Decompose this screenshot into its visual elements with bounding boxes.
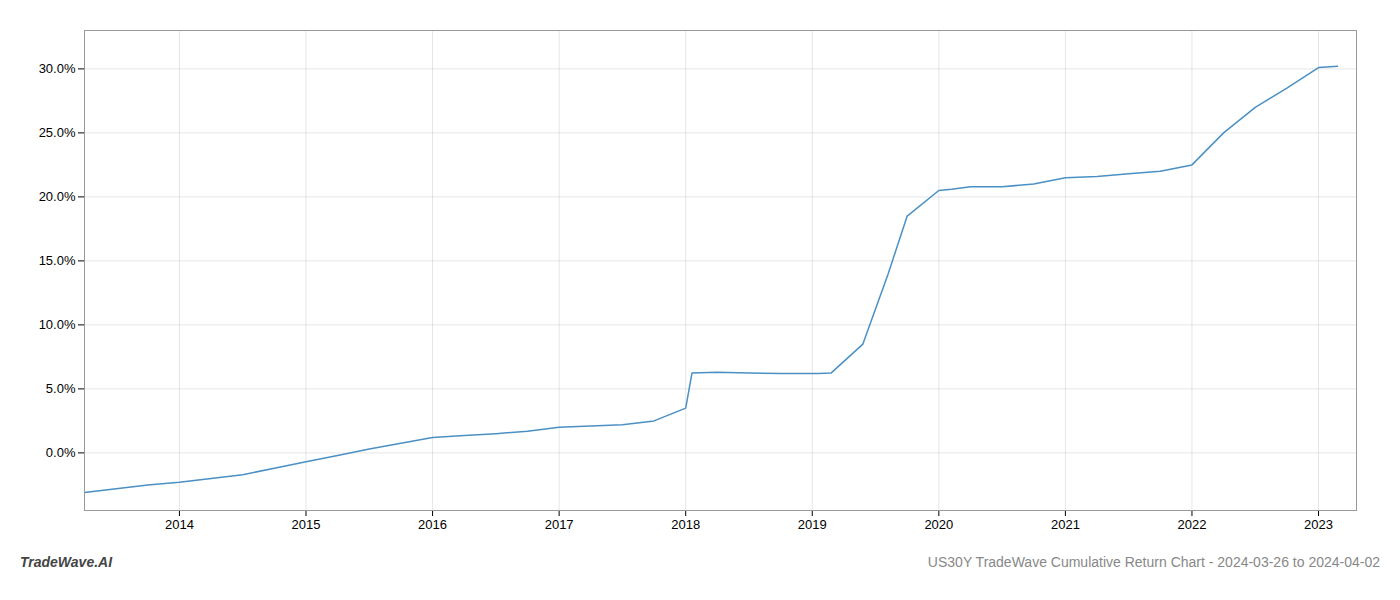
svg-text:25.0%: 25.0% <box>39 125 76 140</box>
svg-text:2016: 2016 <box>418 517 447 532</box>
svg-text:2015: 2015 <box>292 517 321 532</box>
svg-text:2020: 2020 <box>924 517 953 532</box>
svg-text:2022: 2022 <box>1178 517 1207 532</box>
html-text:TradeWave.AI: TradeWave.AI <box>20 554 113 570</box>
svg-text:2021: 2021 <box>1051 517 1080 532</box>
svg-text:2023: 2023 <box>1304 517 1333 532</box>
svg-text:2017: 2017 <box>545 517 574 532</box>
svg-text:5.0%: 5.0% <box>46 381 76 396</box>
svg-text:0.0%: 0.0% <box>46 445 76 460</box>
svg-text:2018: 2018 <box>671 517 700 532</box>
svg-text:2019: 2019 <box>798 517 827 532</box>
svg-text:2014: 2014 <box>165 517 194 532</box>
html-text:US30Y TradeWave Cumulative Ret: US30Y TradeWave Cumulative Return Chart … <box>927 554 1380 570</box>
svg-text:30.0%: 30.0% <box>39 61 76 76</box>
svg-text:15.0%: 15.0% <box>39 253 76 268</box>
svg-text:20.0%: 20.0% <box>39 189 76 204</box>
svg-text:10.0%: 10.0% <box>39 317 76 332</box>
